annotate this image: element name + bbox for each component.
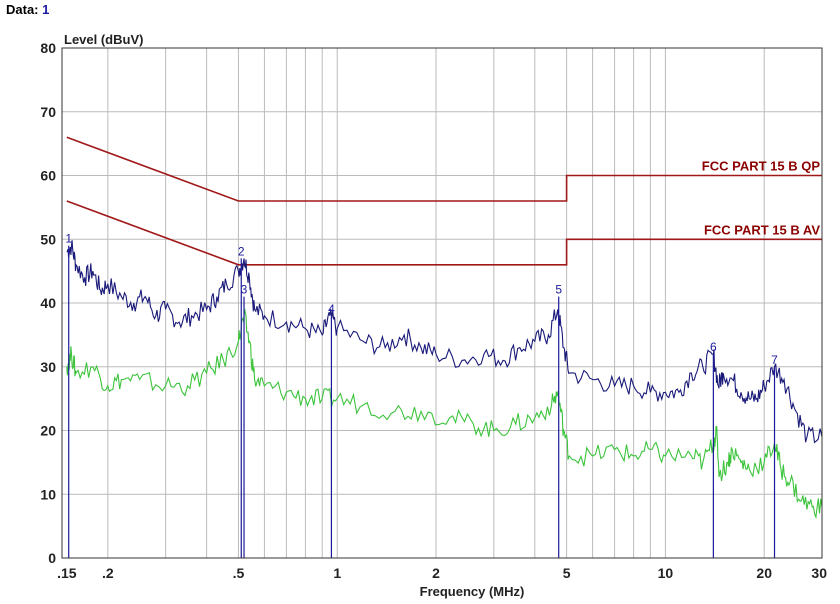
data-value: 1 (42, 2, 50, 17)
marker-label: 7 (771, 353, 778, 367)
markers: 1 2 3 4 5 6 7 (65, 232, 778, 558)
marker-label: 6 (710, 340, 717, 354)
y-tick-label: 0 (48, 550, 56, 566)
x-tick-label: 1 (333, 565, 341, 581)
marker-label: 1 (65, 232, 72, 246)
x-tick-label: 30 (811, 565, 827, 581)
y-tick-label: 50 (40, 231, 56, 247)
y-axis-title: Level (dBuV) (64, 32, 143, 47)
marker-label: 4 (328, 302, 335, 316)
x-tick-label: .15 (57, 565, 77, 581)
y-tick-label: 10 (40, 486, 56, 502)
y-tick-label: 70 (40, 104, 56, 120)
x-tick-label: .5 (233, 565, 245, 581)
marker-label: 2 (238, 244, 245, 258)
limit-line (66, 200, 822, 266)
y-tick-label: 60 (40, 168, 56, 184)
grid (62, 48, 822, 558)
marker-label: 3 (241, 283, 248, 297)
y-tick-label: 30 (40, 359, 56, 375)
y-tick-label: 40 (40, 295, 56, 311)
y-tick-label: 80 (40, 40, 56, 56)
av-trace (66, 308, 823, 520)
limit-label: FCC PART 15 B AV (704, 222, 820, 237)
qp-trace (66, 240, 823, 444)
x-tick-label: 20 (756, 565, 772, 581)
limit-line (66, 136, 822, 202)
x-axis-title: Frequency (MHz) (420, 584, 525, 599)
traces (66, 240, 823, 520)
y-tick-label: 20 (40, 423, 56, 439)
tick-labels: 0 10 20 30 40 50 60 70 80 .15 .2 .5 1 2 5 10 20 30 (40, 40, 827, 581)
data-label: Data: (6, 2, 39, 17)
limit-lines: FCC PART 15 B QP FCC PART 15 B AV (66, 136, 822, 266)
x-tick-label: 10 (658, 565, 674, 581)
x-tick-label: 5 (563, 565, 571, 581)
marker-label: 5 (555, 283, 562, 297)
data-header: Data: 1 (6, 2, 49, 17)
x-tick-label: 2 (432, 565, 440, 581)
x-tick-label: .2 (102, 565, 114, 581)
plot-frame (61, 47, 823, 559)
limit-label: FCC PART 15 B QP (702, 159, 821, 174)
